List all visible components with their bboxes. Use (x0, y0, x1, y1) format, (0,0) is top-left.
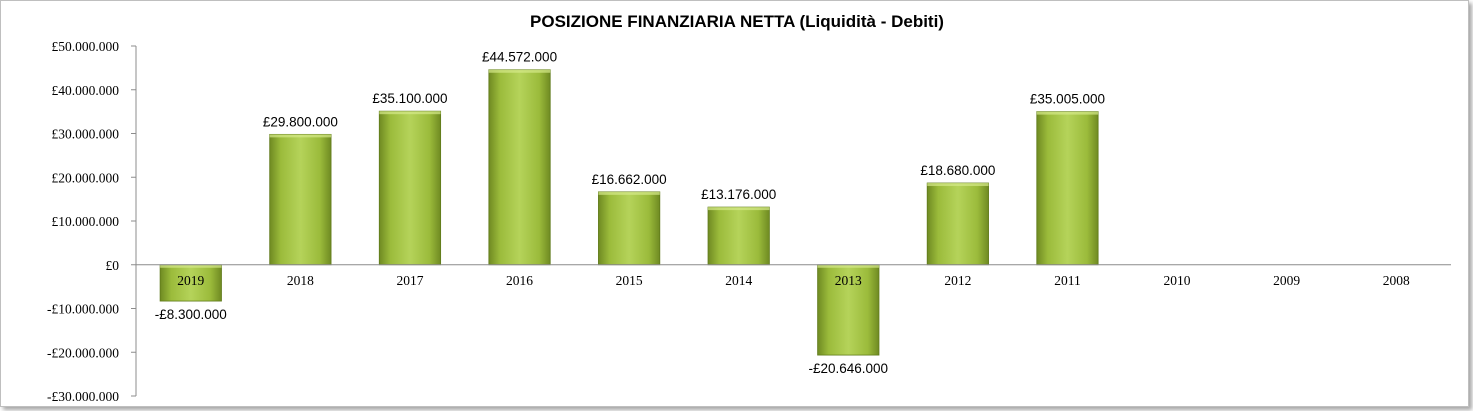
x-tick-label: 2015 (616, 273, 643, 288)
data-label: -£8.300.000 (155, 307, 227, 322)
x-tick-label: 2013 (835, 273, 862, 288)
y-tick-label: -£10.000.000 (47, 302, 119, 317)
data-labels: -£8.300.000 £29.800.000 £35.100.000 £44.572… (155, 50, 1105, 376)
bar-highlight (160, 264, 222, 268)
bar-2017 (378, 110, 442, 266)
chart-title: POSIZIONE FINANZIARIA NETTA (Liquidità -… (530, 12, 944, 31)
data-label: £18.680.000 (920, 163, 995, 178)
y-tick-label: £50.000.000 (52, 39, 120, 54)
bars (159, 69, 1099, 356)
y-tick-label: £10.000.000 (52, 214, 120, 229)
bar-highlight (269, 134, 332, 138)
bar-2016 (488, 69, 551, 266)
y-tick-label: £20.000.000 (52, 170, 120, 185)
y-tick-label: £30.000.000 (52, 127, 120, 142)
x-tick-label: 2014 (725, 273, 752, 288)
y-tick-label: £40.000.000 (52, 83, 120, 98)
bar-2012 (926, 182, 989, 266)
data-label: £29.800.000 (263, 114, 338, 129)
data-label: £44.572.000 (482, 50, 557, 65)
data-label: £13.176.000 (701, 187, 776, 202)
x-tick-label: 2017 (396, 273, 423, 288)
bar-highlight (927, 183, 989, 187)
x-tick-label: 2010 (1164, 273, 1191, 288)
bar-highlight (708, 207, 770, 211)
bar-highlight (817, 264, 879, 268)
x-tick-label: 2018 (287, 273, 314, 288)
bar-2013 (817, 264, 880, 356)
x-tick-label: 2009 (1273, 273, 1300, 288)
data-label: £35.005.000 (1030, 92, 1105, 107)
y-axis: £50.000.000 £40.000.000 £30.000.000 £20.000… (47, 39, 137, 404)
bar-highlight (598, 191, 660, 195)
x-tick-label: 2019 (177, 273, 204, 288)
y-tick-label: -£20.000.000 (47, 345, 119, 360)
y-tick-label: £0 (106, 258, 120, 273)
bar-2011 (1036, 111, 1099, 266)
bar-2014 (707, 206, 770, 266)
bar-highlight (488, 69, 551, 73)
bar-2018 (269, 133, 332, 266)
bar-highlight (379, 111, 441, 115)
x-tick-label: 2011 (1054, 273, 1081, 288)
x-tick-label: 2008 (1383, 273, 1410, 288)
data-label: £16.662.000 (592, 172, 667, 187)
bar-2015 (598, 191, 661, 266)
data-label: £35.100.000 (372, 91, 447, 106)
x-tick-label: 2016 (506, 273, 533, 288)
data-label: -£20.646.000 (809, 361, 889, 376)
x-tick-label: 2012 (944, 273, 971, 288)
y-tick-label: -£30.000.000 (47, 389, 119, 404)
x-axis: 2019 2018 2017 2016 2015 2014 2013 2012 2011 2010… (136, 264, 1451, 288)
bar-highlight (1036, 111, 1099, 115)
